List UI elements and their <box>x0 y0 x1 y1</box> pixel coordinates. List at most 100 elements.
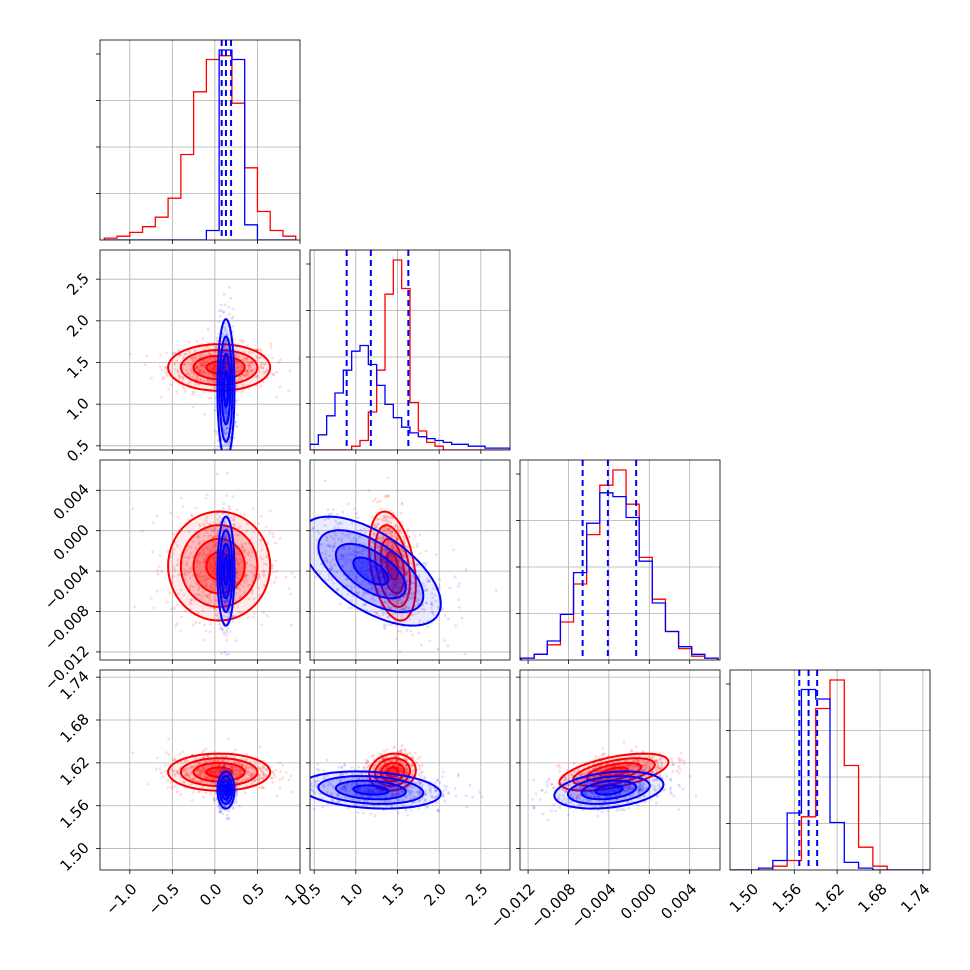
red-contour <box>179 524 259 609</box>
sample-point <box>209 770 213 774</box>
sample-point <box>241 366 244 369</box>
sample-point <box>131 751 135 754</box>
sample-point <box>457 598 460 602</box>
sample-point <box>269 345 273 349</box>
sample-point <box>416 589 420 593</box>
sample-point <box>392 542 395 546</box>
blue-contour <box>216 318 236 450</box>
sample-point <box>224 569 228 572</box>
sample-point <box>389 580 393 584</box>
sample-point <box>400 547 403 551</box>
sample-point <box>239 524 243 528</box>
sample-point <box>206 548 210 551</box>
sample-point <box>394 545 398 549</box>
sample-point <box>190 362 194 366</box>
sample-point <box>205 594 209 597</box>
sample-point <box>345 577 348 581</box>
sample-point <box>223 614 227 618</box>
sample-point <box>383 592 387 595</box>
sample-point <box>214 345 218 349</box>
sample-point <box>202 560 206 564</box>
sample-point <box>207 351 211 355</box>
sample-point <box>324 552 328 556</box>
sample-point <box>287 389 291 393</box>
sample-point <box>131 507 135 511</box>
red-contour <box>179 757 259 788</box>
sample-point <box>359 571 363 574</box>
sample-point <box>335 588 339 591</box>
sample-point <box>210 528 214 532</box>
sample-point <box>407 578 411 582</box>
sample-point <box>202 370 206 374</box>
sample-point <box>351 572 354 576</box>
sample-point <box>304 511 307 514</box>
sample-point <box>246 528 250 532</box>
sample-point <box>382 564 386 568</box>
sample-point <box>398 576 402 580</box>
sample-point <box>235 791 239 794</box>
sample-point <box>188 567 192 571</box>
sample-point <box>415 563 419 567</box>
sample-point <box>173 772 177 776</box>
sample-point <box>382 623 386 627</box>
sample-point <box>385 602 389 606</box>
blue-histogram <box>104 49 296 240</box>
sample-point <box>250 571 254 574</box>
sample-point <box>370 597 374 601</box>
sample-point <box>382 560 386 564</box>
sample-point <box>202 360 206 363</box>
sample-point <box>395 589 399 592</box>
sample-point <box>212 545 215 549</box>
sample-point <box>184 759 188 762</box>
sample-point <box>398 598 401 602</box>
sample-point <box>227 508 231 512</box>
sample-point <box>224 566 228 570</box>
sample-point <box>222 465 225 468</box>
sample-point <box>337 522 341 526</box>
sample-point <box>247 351 251 354</box>
sample-point <box>200 779 203 783</box>
sample-point <box>388 623 391 627</box>
sample-point <box>224 539 228 542</box>
scatter-panel-2-content <box>131 472 297 657</box>
sample-point <box>411 594 415 598</box>
sample-point <box>380 589 384 593</box>
sample-point <box>202 379 206 383</box>
sample-point <box>218 770 221 774</box>
sample-point <box>189 567 193 571</box>
sample-point <box>323 524 327 528</box>
sample-point <box>411 633 415 636</box>
sample-point <box>414 596 418 600</box>
sample-point <box>223 367 227 371</box>
sample-point <box>173 785 177 788</box>
sample-point <box>425 601 428 605</box>
sample-point <box>394 624 398 628</box>
sample-point <box>169 511 173 515</box>
sample-point <box>380 570 383 574</box>
sample-point <box>405 571 408 575</box>
sample-point <box>217 768 221 772</box>
sample-point <box>201 609 205 613</box>
sample-point <box>230 455 233 458</box>
sample-point <box>360 561 364 564</box>
sample-point <box>367 582 371 585</box>
sample-point <box>231 614 235 618</box>
sample-point <box>262 371 266 374</box>
sample-point <box>237 567 240 570</box>
sample-point <box>188 374 192 378</box>
sample-point <box>243 350 246 354</box>
sample-point <box>348 606 351 610</box>
sample-point <box>224 589 228 593</box>
sample-point <box>418 533 422 537</box>
sample-point <box>164 751 168 754</box>
sample-point <box>213 770 217 774</box>
sample-point <box>222 536 226 540</box>
sample-point <box>238 573 242 577</box>
sample-point <box>222 428 226 432</box>
sample-point <box>430 603 433 606</box>
sample-point <box>199 352 203 356</box>
sample-point <box>193 348 197 352</box>
sample-point <box>348 553 352 557</box>
sample-point <box>210 368 214 371</box>
sample-point <box>237 551 241 554</box>
